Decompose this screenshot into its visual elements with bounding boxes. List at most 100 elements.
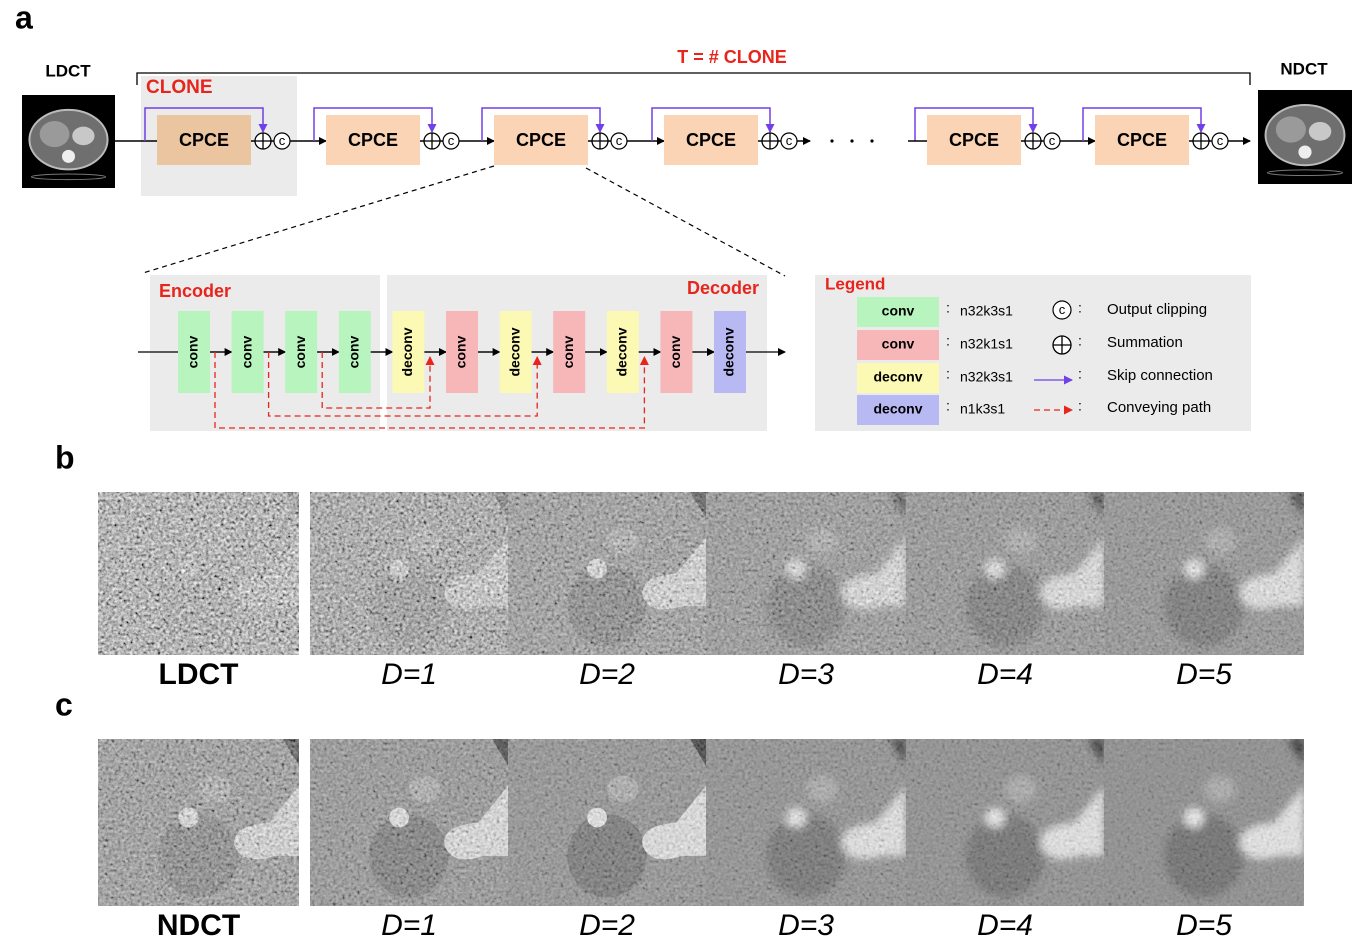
layer-label: conv <box>560 335 576 368</box>
legend-separator: : <box>1078 333 1082 349</box>
layer-label: deconv <box>614 327 630 376</box>
patch-content <box>310 739 508 906</box>
cpce-label: CPCE <box>686 130 736 150</box>
legend-layer-label: deconv <box>873 401 922 417</box>
legend-symbol-label: Summation <box>1107 334 1183 351</box>
row-label: D=1 <box>381 909 437 942</box>
decoder-label: Decoder <box>687 278 759 298</box>
ct-patch <box>906 739 1104 906</box>
input-label: LDCT <box>45 61 91 80</box>
legend-title: Legend <box>825 274 885 293</box>
clip-symbol: c <box>616 133 623 148</box>
row-label: D=2 <box>579 909 635 942</box>
legend-symbol-label: Output clipping <box>1107 301 1207 318</box>
row-label: D=5 <box>1176 909 1232 942</box>
layer-label: conv <box>292 335 308 368</box>
ct-patch <box>706 492 906 655</box>
cpce-label: CPCE <box>179 130 229 150</box>
panel-label: b <box>55 439 75 475</box>
patch-noise <box>706 492 906 655</box>
page: abcCLONELDCTNDCTT = # CLONECPCEcCPCEcCPC… <box>0 0 1359 944</box>
patch-content <box>706 492 906 655</box>
panel-label: c <box>55 686 73 722</box>
layer-label: deconv <box>721 327 737 376</box>
legend-separator: : <box>1078 366 1082 382</box>
clip-symbol: c <box>1217 133 1224 148</box>
legend-spec: n32k1s1 <box>960 336 1013 352</box>
legend-layer-label: deconv <box>873 369 922 385</box>
ct-patch <box>508 739 706 906</box>
legend-separator: : <box>946 333 950 349</box>
patch-content <box>906 492 1104 655</box>
repeat-label: T = # CLONE <box>677 47 787 67</box>
ct-organ <box>1309 122 1332 141</box>
cpce-label: CPCE <box>1117 130 1167 150</box>
patch-noise <box>1104 492 1304 655</box>
layer-label: deconv <box>399 327 415 376</box>
ct-spine <box>62 150 75 163</box>
patch-noise <box>310 492 508 655</box>
cpce-label: CPCE <box>949 130 999 150</box>
legend-symbol-label: Conveying path <box>1107 399 1211 416</box>
ct-patch <box>906 492 1104 655</box>
ellipsis-dot <box>870 139 873 142</box>
ct-patch <box>98 492 299 655</box>
patch-noise <box>906 739 1104 906</box>
patch-content <box>1104 739 1304 906</box>
ct-spine <box>1298 145 1311 158</box>
layer-label: deconv <box>506 327 522 376</box>
ct-patch <box>1104 492 1304 655</box>
row-label: D=2 <box>579 658 635 691</box>
output-label: NDCT <box>1280 59 1328 78</box>
patch-noise <box>1104 739 1304 906</box>
layer-label: conv <box>346 335 362 368</box>
zoom-line <box>586 168 785 276</box>
layer-label: conv <box>453 335 469 368</box>
legend-spec: n32k3s1 <box>960 369 1013 385</box>
patch-noise <box>310 739 508 906</box>
ct-organ <box>40 121 70 147</box>
patch-noise <box>906 492 1104 655</box>
legend-layer-label: conv <box>882 336 915 352</box>
clone-label: CLONE <box>146 77 213 98</box>
row-label: D=4 <box>977 909 1033 942</box>
clip-symbol: c <box>1059 302 1066 317</box>
ct-organ <box>72 127 94 146</box>
patch-content <box>98 492 299 655</box>
patch-content <box>508 739 706 906</box>
patch-content <box>98 739 299 906</box>
legend-separator: : <box>946 398 950 414</box>
patch-noise <box>98 739 299 906</box>
patch-noise <box>98 492 299 655</box>
ct-patch <box>310 739 508 906</box>
legend-separator: : <box>1078 300 1082 316</box>
cpce-label: CPCE <box>516 130 566 150</box>
patch-content <box>706 739 906 906</box>
legend-separator: : <box>1078 398 1082 414</box>
layer-label: conv <box>185 335 201 368</box>
cpce-label: CPCE <box>348 130 398 150</box>
patch-content <box>906 739 1104 906</box>
ct-patch <box>1104 739 1304 906</box>
legend-layer-label: conv <box>882 303 915 319</box>
patch-noise <box>706 739 906 906</box>
legend-symbol-label: Skip connection <box>1107 367 1213 384</box>
patch-noise <box>508 492 706 655</box>
patch-content <box>508 492 706 655</box>
patch-content <box>310 492 508 655</box>
row-label: D=3 <box>778 909 834 942</box>
ct-organ <box>1276 116 1306 142</box>
encoder-label: Encoder <box>159 281 231 301</box>
row-label: LDCT <box>159 658 239 691</box>
figure: abcCLONELDCTNDCTT = # CLONECPCEcCPCEcCPC… <box>0 0 1359 944</box>
row-label: D=3 <box>778 658 834 691</box>
row-label: D=5 <box>1176 658 1232 691</box>
ct-patch <box>508 492 706 655</box>
legend-separator: : <box>946 300 950 316</box>
ellipsis-dot <box>830 139 833 142</box>
row-label: D=1 <box>381 658 437 691</box>
legend-separator: : <box>946 366 950 382</box>
ct-patch <box>310 492 508 655</box>
patch-noise <box>508 739 706 906</box>
clip-symbol: c <box>786 133 793 148</box>
